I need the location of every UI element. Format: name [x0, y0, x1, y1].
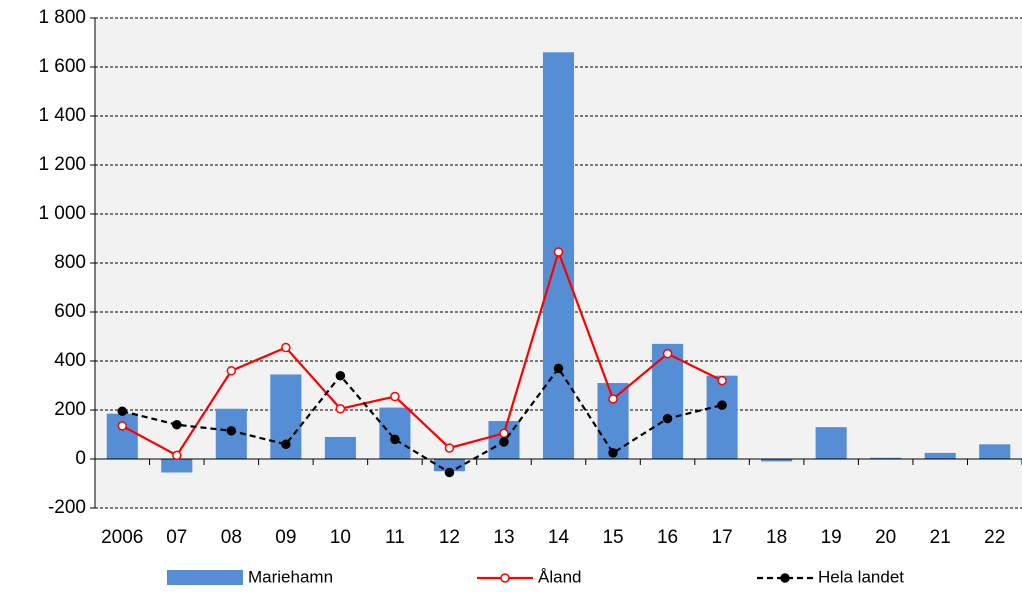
bar	[161, 459, 193, 473]
x-tick-label: 07	[166, 527, 187, 548]
y-tick-label: 800	[54, 252, 86, 273]
legend-marker	[500, 573, 510, 583]
marker	[717, 375, 727, 386]
bar	[324, 436, 356, 459]
x-tick-label: 09	[275, 527, 296, 548]
x-tick-label: 20	[875, 527, 896, 548]
bar	[652, 343, 684, 459]
y-tick-label: 1 400	[38, 105, 86, 126]
x-tick-label: 21	[930, 527, 951, 548]
legend-label: Åland	[538, 567, 581, 586]
bar	[379, 407, 411, 459]
marker	[499, 428, 509, 439]
marker	[117, 421, 128, 431]
y-tick-label: 200	[54, 399, 86, 420]
y-tick-label: 1 800	[38, 7, 86, 28]
marker	[553, 363, 564, 374]
x-tick-label: 08	[221, 527, 242, 548]
marker	[553, 247, 564, 257]
y-tick-label: 1 000	[38, 203, 86, 224]
legend-label: Mariehamn	[248, 567, 333, 586]
marker	[335, 370, 346, 381]
y-tick-label: 400	[54, 350, 86, 371]
line	[122, 366, 723, 474]
marker	[172, 419, 182, 430]
legend-swatch	[167, 570, 243, 585]
legend-label: Hela landet	[818, 567, 904, 586]
y-tick-label: 600	[54, 301, 86, 322]
marker	[444, 443, 455, 453]
x-tick-label: 2006	[101, 527, 143, 548]
marker	[444, 467, 455, 478]
x-tick-label: 17	[712, 527, 733, 548]
bar	[761, 459, 793, 462]
marker	[499, 437, 509, 447]
y-tick-label: 0	[75, 448, 86, 469]
marker	[608, 448, 618, 458]
marker	[281, 439, 291, 450]
marker	[172, 450, 182, 461]
marker	[226, 426, 237, 436]
marker	[662, 413, 673, 424]
x-tick-label: 18	[766, 527, 787, 548]
marker	[390, 391, 400, 402]
x-tick-label: 22	[984, 527, 1005, 548]
x-tick-label: 16	[657, 527, 678, 548]
bar	[815, 427, 847, 459]
x-tick-label: 15	[602, 527, 623, 548]
y-tick-label: 1 200	[38, 154, 86, 175]
marker	[608, 394, 618, 404]
marker	[662, 348, 673, 359]
marker	[281, 342, 291, 353]
y-tick-label: -200	[48, 497, 86, 518]
x-tick-label: 10	[330, 527, 351, 548]
marker	[717, 400, 727, 410]
marker	[226, 366, 237, 376]
line	[121, 248, 723, 457]
x-tick-label: 12	[439, 527, 460, 548]
bar	[979, 444, 1011, 459]
marker	[117, 406, 128, 416]
y-tick-label: 1 600	[38, 56, 86, 77]
x-tick-label: 13	[493, 527, 514, 548]
marker	[390, 434, 400, 445]
legend-marker	[780, 573, 790, 583]
bar	[106, 413, 138, 459]
bar	[924, 452, 956, 459]
x-tick-label: 11	[385, 527, 405, 548]
x-tick-label: 14	[548, 527, 570, 548]
bar	[706, 375, 738, 459]
marker	[335, 404, 346, 414]
x-tick-label: 19	[821, 527, 842, 548]
bar	[870, 457, 902, 459]
